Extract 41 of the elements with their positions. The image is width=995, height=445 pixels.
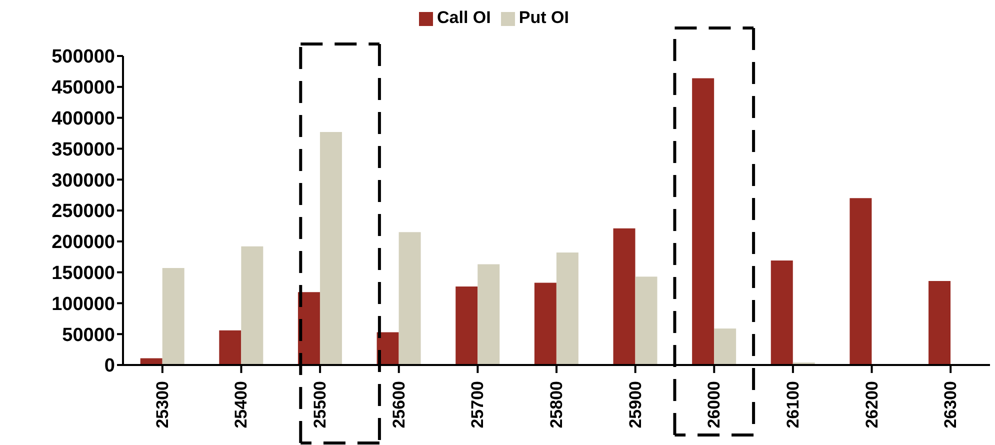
x-tick-label: 26200: [862, 381, 882, 428]
legend-label: Put OI: [518, 8, 569, 27]
bar: [692, 78, 714, 365]
bar: [478, 264, 500, 365]
bar: [635, 276, 658, 365]
x-tick-label: 25300: [152, 381, 172, 428]
y-tick-label: 450000: [52, 78, 115, 99]
bar: [219, 330, 242, 365]
bar: [320, 132, 342, 365]
bar: [850, 198, 872, 365]
y-tick-label: 150000: [52, 263, 115, 284]
bar: [398, 232, 421, 365]
bar: [770, 260, 793, 365]
x-tick-label: 25600: [389, 381, 408, 428]
y-tick-label: 200000: [52, 232, 115, 254]
bar: [298, 292, 320, 365]
y-tick-label: 0: [104, 356, 115, 377]
bar: [556, 252, 578, 365]
bar: [162, 268, 184, 365]
bar: [613, 228, 636, 365]
bar: [714, 328, 736, 365]
bar: [534, 282, 556, 365]
x-tick-label: 26000: [704, 381, 724, 428]
bar: [456, 286, 478, 365]
bar: [241, 246, 264, 365]
y-tick-label: 300000: [52, 170, 115, 192]
y-tick-label: 400000: [52, 108, 115, 130]
legend-label: Call OI: [437, 8, 491, 27]
x-tick-label: 25900: [626, 381, 645, 428]
y-tick-label: 250000: [52, 201, 115, 222]
y-tick-label: 50000: [62, 324, 115, 346]
x-tick-label: 26100: [783, 381, 802, 428]
x-tick-label: 25500: [310, 381, 330, 428]
x-tick-label: 26300: [941, 381, 960, 428]
x-tick-label: 25800: [547, 381, 566, 428]
x-tick-label: 25700: [468, 381, 488, 428]
y-tick-label: 500000: [52, 46, 115, 68]
bar: [928, 280, 951, 365]
y-tick-label: 350000: [52, 139, 115, 160]
y-tick-label: 100000: [52, 294, 115, 315]
x-tick-label: 25400: [232, 381, 251, 428]
